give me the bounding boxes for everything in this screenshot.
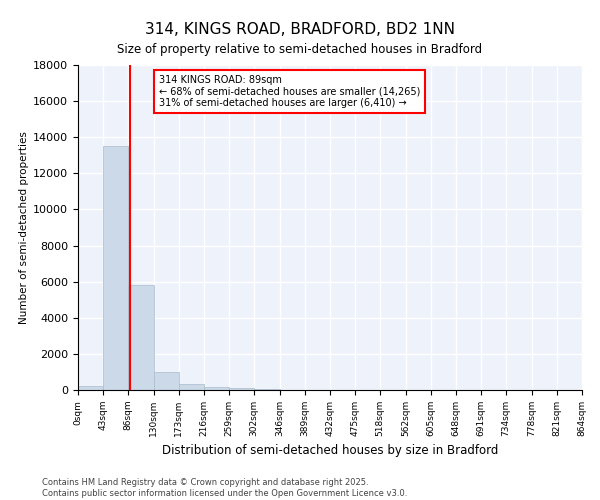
Bar: [103, 146, 128, 390]
Text: 314, KINGS ROAD, BRADFORD, BD2 1NN: 314, KINGS ROAD, BRADFORD, BD2 1NN: [145, 22, 455, 38]
Text: Contains HM Land Registry data © Crown copyright and database right 2025.
Contai: Contains HM Land Registry data © Crown c…: [42, 478, 407, 498]
Bar: [204, 388, 229, 390]
X-axis label: Distribution of semi-detached houses by size in Bradford: Distribution of semi-detached houses by …: [162, 444, 498, 458]
Bar: [154, 372, 179, 390]
Bar: [179, 384, 204, 390]
Bar: [128, 286, 154, 390]
Bar: [78, 386, 103, 390]
Y-axis label: Number of semi-detached properties: Number of semi-detached properties: [19, 131, 29, 324]
Bar: [229, 388, 254, 390]
Text: 314 KINGS ROAD: 89sqm
← 68% of semi-detached houses are smaller (14,265)
31% of : 314 KINGS ROAD: 89sqm ← 68% of semi-deta…: [158, 74, 420, 108]
Text: Size of property relative to semi-detached houses in Bradford: Size of property relative to semi-detach…: [118, 42, 482, 56]
